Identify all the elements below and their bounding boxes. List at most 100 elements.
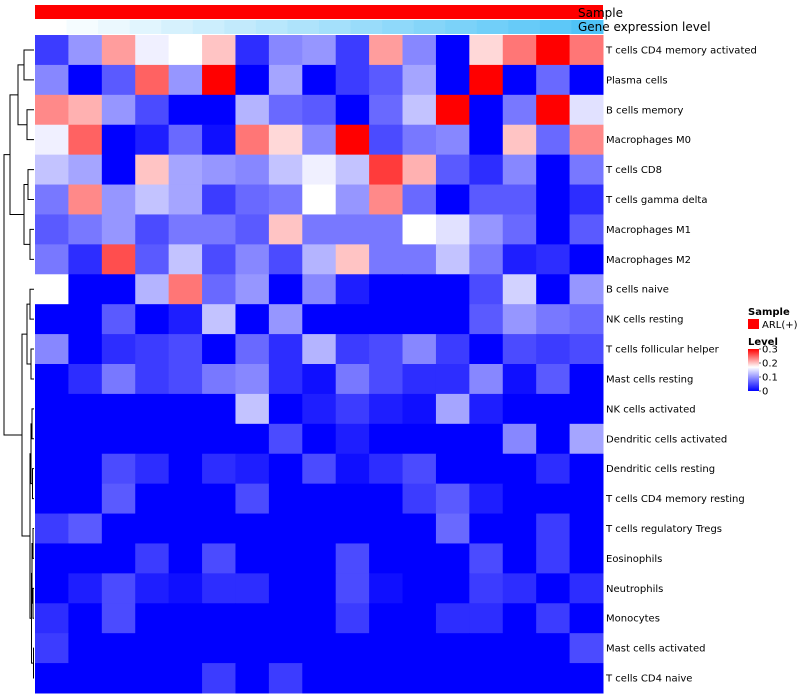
heatmap-cell bbox=[35, 274, 69, 305]
row-label: Mast cells resting bbox=[606, 375, 693, 386]
heatmap-cell bbox=[502, 393, 537, 425]
heatmap-cell bbox=[68, 94, 103, 126]
heatmap-cell bbox=[135, 364, 170, 395]
heatmap-cell bbox=[569, 423, 604, 455]
heatmap-cell bbox=[469, 124, 504, 156]
heatmap-cell bbox=[35, 334, 69, 365]
heatmap-cell bbox=[35, 94, 69, 126]
heatmap-cell bbox=[101, 214, 136, 245]
heatmap-cell bbox=[402, 513, 437, 544]
heatmap-cell bbox=[502, 184, 537, 215]
dendrogram-branch bbox=[3, 154, 22, 436]
heatmap-cell bbox=[502, 94, 537, 126]
heatmap-cell bbox=[268, 393, 303, 425]
heatmap-cell bbox=[469, 154, 504, 186]
heatmap-cell bbox=[168, 364, 203, 395]
heatmap-cell bbox=[335, 154, 370, 186]
heatmap-cell bbox=[402, 154, 437, 186]
heatmap-cell bbox=[68, 64, 103, 96]
heatmap-cell bbox=[235, 573, 270, 604]
heatmap-cell bbox=[402, 214, 437, 245]
heatmap-cell bbox=[268, 423, 303, 455]
heatmap-cell bbox=[369, 64, 404, 96]
row-label: Dendritic cells resting bbox=[606, 464, 715, 475]
heatmap-cell bbox=[101, 633, 136, 664]
heatmap-cell bbox=[335, 483, 370, 515]
heatmap-cell bbox=[402, 393, 437, 425]
heatmap-cell bbox=[335, 35, 370, 66]
heatmap-cell bbox=[202, 483, 236, 515]
heatmap-cell bbox=[402, 184, 437, 215]
heatmap-cell bbox=[469, 364, 504, 395]
heatmap-cell bbox=[135, 334, 170, 365]
heatmap-cell bbox=[268, 124, 303, 156]
heatmap-cell bbox=[469, 214, 504, 245]
heatmap-cell bbox=[35, 663, 69, 694]
heatmap-cell bbox=[335, 214, 370, 245]
heatmap-cell bbox=[402, 543, 437, 574]
row-dendrogram bbox=[3, 49, 34, 679]
dendrogram-branch bbox=[32, 468, 34, 500]
heatmap-cell bbox=[101, 244, 136, 275]
heatmap-cell bbox=[469, 423, 504, 455]
heatmap-cell bbox=[536, 453, 571, 485]
heatmap-cell bbox=[369, 244, 404, 275]
heatmap-cell bbox=[168, 304, 203, 335]
heatmap-cell bbox=[302, 94, 337, 126]
dendrogram-branch bbox=[32, 587, 34, 619]
heatmap-cell bbox=[302, 603, 337, 634]
dendrogram-branch bbox=[29, 228, 34, 260]
heatmap-cell bbox=[235, 334, 270, 365]
expression-track-cell bbox=[476, 20, 509, 34]
heatmap-cell bbox=[168, 633, 203, 664]
heatmap-cell bbox=[268, 334, 303, 365]
expression-track-cell bbox=[66, 20, 99, 34]
row-label: T cells regulatory Tregs bbox=[605, 524, 722, 535]
heatmap-cell bbox=[202, 393, 236, 425]
heatmap-cell bbox=[502, 124, 537, 156]
heatmap-cell bbox=[435, 393, 470, 425]
heatmap-cell bbox=[268, 94, 303, 126]
heatmap-cell bbox=[202, 633, 236, 664]
heatmap-cell bbox=[335, 573, 370, 604]
heatmap-cell bbox=[68, 393, 103, 425]
heatmap-cell bbox=[101, 334, 136, 365]
heatmap-cell bbox=[335, 304, 370, 335]
heatmap-cell bbox=[502, 483, 537, 515]
heatmap-cell bbox=[68, 184, 103, 215]
row-label: T cells CD4 memory activated bbox=[605, 46, 757, 57]
heatmap-cell bbox=[235, 304, 270, 335]
heatmap-cell bbox=[302, 64, 337, 96]
heatmap-cell bbox=[135, 633, 170, 664]
heatmap-cell bbox=[35, 423, 69, 455]
heatmap-cell bbox=[569, 244, 604, 275]
row-label: Mast cells activated bbox=[606, 644, 705, 655]
heatmap-cell bbox=[101, 603, 136, 634]
heatmap-cell bbox=[569, 214, 604, 245]
heatmap-cell bbox=[101, 663, 136, 694]
legend-sample-title: Sample bbox=[748, 307, 790, 318]
dendrogram-branch bbox=[32, 528, 34, 559]
heatmap-cell bbox=[268, 35, 303, 66]
heatmap-cell bbox=[35, 35, 69, 66]
expression-track-cell bbox=[539, 20, 572, 34]
row-label: T cells follicular helper bbox=[605, 345, 720, 356]
heatmap-cell bbox=[135, 64, 170, 96]
heatmap-cell bbox=[536, 184, 571, 215]
heatmap-cell bbox=[569, 334, 604, 365]
heatmap-cell bbox=[235, 603, 270, 634]
dendrogram-branch bbox=[27, 169, 34, 200]
heatmap-cell bbox=[35, 304, 69, 335]
heatmap-cell bbox=[135, 603, 170, 634]
heatmap-cell bbox=[168, 154, 203, 186]
heatmap-cell bbox=[302, 214, 337, 245]
heatmap-cell bbox=[302, 633, 337, 664]
heatmap-cell bbox=[369, 663, 404, 694]
heatmap-cell bbox=[268, 513, 303, 544]
heatmap-cell bbox=[502, 214, 537, 245]
heatmap-cell bbox=[335, 603, 370, 634]
heatmap-cell bbox=[502, 244, 537, 275]
heatmap-cell bbox=[168, 274, 203, 305]
heatmap-cell bbox=[469, 663, 504, 694]
